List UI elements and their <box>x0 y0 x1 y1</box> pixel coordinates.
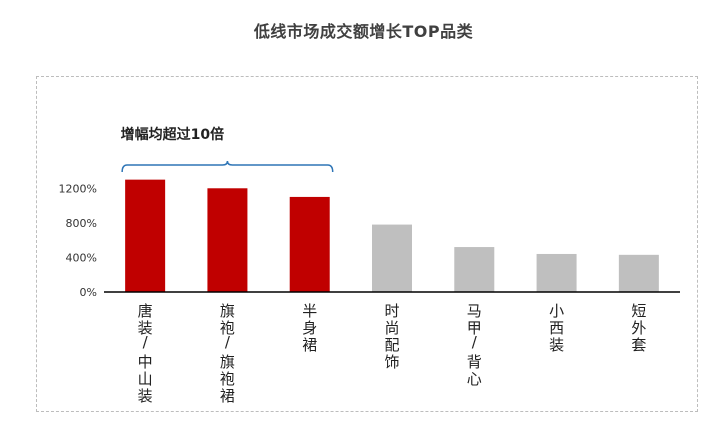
annotation-label: 增幅均超过10倍 <box>121 126 224 143</box>
category-labels: 唐装/中山装 旗袍/旗袍裙 半身裙 时尚配饰 马甲/背心 小西装 短外套 <box>138 302 647 405</box>
bar <box>372 224 412 292</box>
x-category-label: 小西装 <box>549 302 564 354</box>
annotation-bracket <box>121 160 334 173</box>
x-category-label: 时尚配饰 <box>384 302 399 371</box>
y-tick-label: 800% <box>66 217 97 230</box>
y-tick-label: 0% <box>80 286 97 299</box>
bar <box>207 188 248 292</box>
chart-title: 低线市场成交额增长TOP品类 <box>253 22 474 41</box>
x-category-label: 短外套 <box>631 302 646 354</box>
x-category-label: 旗袍/旗袍裙 <box>220 302 235 405</box>
y-axis-ticks: 0% 400% 800% 1200% <box>59 182 97 299</box>
y-tick-label: 1200% <box>59 182 97 195</box>
bar <box>536 253 577 292</box>
bar <box>125 179 166 292</box>
x-category-label: 半身裙 <box>302 302 317 354</box>
x-category-label: 唐装/中山装 <box>138 302 153 405</box>
bar <box>454 247 495 292</box>
y-tick-label: 400% <box>66 251 97 264</box>
bar <box>618 254 659 292</box>
bars-group <box>125 179 659 292</box>
bar <box>289 196 330 292</box>
chart-frame <box>36 76 698 412</box>
x-category-label: 马甲/背心 <box>467 302 482 388</box>
